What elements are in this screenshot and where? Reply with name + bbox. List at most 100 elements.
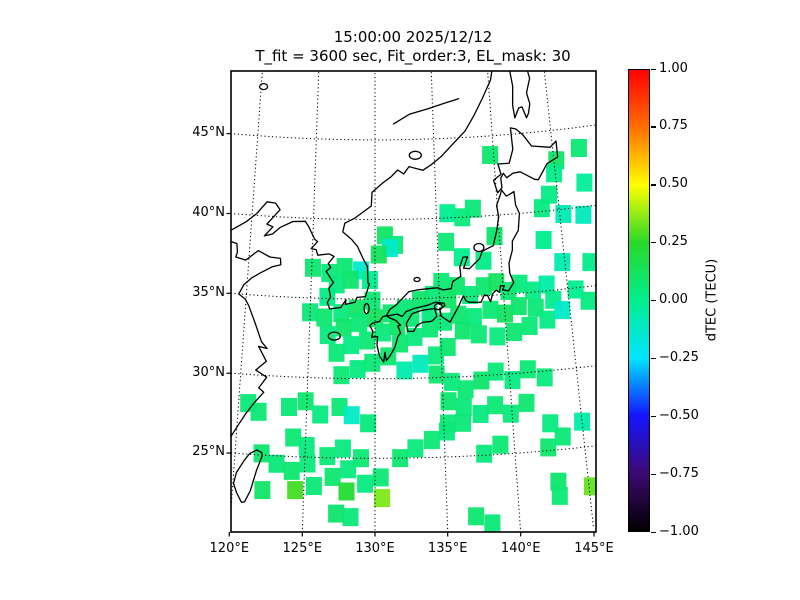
- dtec-cell: [521, 317, 538, 335]
- axes-frame: [230, 70, 597, 533]
- colorbar-tick: [651, 415, 656, 418]
- y-tick-label: 35°N: [192, 284, 225, 300]
- dtec-cell: [462, 286, 479, 304]
- island-outline: [413, 276, 421, 283]
- dtec-cell: [475, 251, 492, 270]
- coastlines: [231, 71, 559, 504]
- dtec-cell: [487, 362, 504, 381]
- dtec-cell: [333, 304, 350, 323]
- dtec-cell: [312, 405, 329, 424]
- x-tick-label: 120°E: [209, 541, 250, 556]
- island-outline: [258, 82, 269, 91]
- dtec-cell: [305, 258, 321, 277]
- dtec-cell: [305, 477, 322, 495]
- dtec-cell: [428, 365, 445, 384]
- colorbar-tick-label: −0.75: [659, 465, 699, 481]
- dtec-cell: [287, 481, 304, 500]
- dtec-cell: [319, 447, 336, 466]
- dtec-cell: [551, 486, 568, 505]
- colorbar-tick-label: −0.50: [659, 407, 699, 423]
- coastline-china_south: [231, 240, 282, 438]
- dtec-cell: [281, 398, 297, 416]
- island-outline: [433, 303, 444, 311]
- coastline-korea_nchina: [231, 182, 384, 310]
- dtec-cell: [407, 439, 424, 458]
- dtec-cell: [335, 318, 352, 337]
- dtec-cell: [268, 454, 285, 473]
- dtec-cell: [497, 304, 513, 323]
- dtec-cell: [489, 327, 506, 346]
- dtec-cell: [468, 507, 485, 526]
- dtec-cell: [319, 287, 336, 306]
- dtec-cell: [328, 504, 345, 523]
- dtec-cell: [389, 317, 406, 335]
- coastline-kyushu: [369, 315, 402, 363]
- dtec-cell: [525, 281, 541, 300]
- dtec-cell: [555, 205, 572, 223]
- dtec-cell: [550, 472, 567, 491]
- dtec-cell: [536, 368, 553, 387]
- dtec-cell: [374, 489, 391, 508]
- dtec-cell: [328, 343, 345, 362]
- dtec-cell: [440, 392, 457, 411]
- coastline-sakhalin: [509, 71, 531, 119]
- island-outline: [327, 331, 341, 341]
- colorbar-tick: [651, 357, 656, 360]
- coastline-taiwan: [232, 449, 263, 504]
- island-outline: [363, 302, 370, 315]
- dtec-cell: [473, 371, 490, 390]
- dtec-cell: [554, 427, 571, 446]
- dtec-cell: [567, 280, 584, 299]
- dtec-cell: [334, 439, 351, 458]
- dtec-cell: [324, 467, 341, 486]
- dtec-cell: [502, 404, 519, 423]
- dtec-cell: [361, 271, 378, 289]
- dtec-cell: [299, 454, 316, 473]
- dtec-cell: [285, 428, 302, 447]
- coastline-hokkaido: [492, 127, 559, 194]
- dtec-cell: [283, 461, 300, 480]
- graticule: [231, 71, 596, 532]
- island-outline: [408, 150, 422, 160]
- dtec-cell: [297, 392, 314, 411]
- dtec-cell: [364, 353, 381, 372]
- dtec-cell: [540, 438, 557, 457]
- dtec-cell: [422, 319, 438, 338]
- dtec-cell: [486, 227, 503, 246]
- dtec-cell: [360, 414, 377, 433]
- meridian-line: [487, 71, 522, 532]
- x-tick-label: 145°E: [574, 541, 614, 556]
- dtec-cell: [374, 323, 391, 342]
- colorbar-tick-label: 0.00: [659, 292, 688, 307]
- colorbar-gradient: [628, 69, 650, 532]
- dtec-cell: [470, 325, 487, 344]
- dtec-cell: [298, 437, 315, 455]
- dtec-cell: [492, 435, 509, 454]
- colorbar-tick-label: 0.25: [659, 234, 688, 250]
- dtec-cell: [372, 468, 389, 487]
- dtec-cell: [348, 299, 365, 318]
- island-outline: [473, 242, 485, 253]
- dtec-cell: [546, 164, 563, 183]
- x-tick-label: 125°E: [282, 541, 323, 556]
- dtec-cell: [424, 286, 441, 304]
- colorbar-tick-label: 0.75: [659, 118, 688, 134]
- dtec-cell: [535, 231, 552, 249]
- colorbar-tick: [651, 531, 656, 533]
- dtec-cell: [370, 245, 387, 264]
- plot-title: 15:00:00 2025/12/12: [333, 28, 493, 46]
- axis-ticks: [226, 133, 595, 537]
- dtec-cell: [455, 413, 472, 432]
- dtec-cell: [510, 297, 527, 316]
- dtec-cell: [340, 460, 357, 479]
- parallel-line: [231, 124, 596, 141]
- dtec-cell: [364, 291, 381, 310]
- dtec-cell: [333, 366, 350, 385]
- x-tick-label: 130°E: [355, 541, 395, 556]
- plot-subtitle: T_fit = 3600 sec, Fit_order:3, EL_mask: …: [255, 47, 571, 65]
- dtec-cell: [392, 449, 409, 468]
- y-tick-label: 25°N: [192, 444, 225, 460]
- dtec-cell: [575, 205, 592, 224]
